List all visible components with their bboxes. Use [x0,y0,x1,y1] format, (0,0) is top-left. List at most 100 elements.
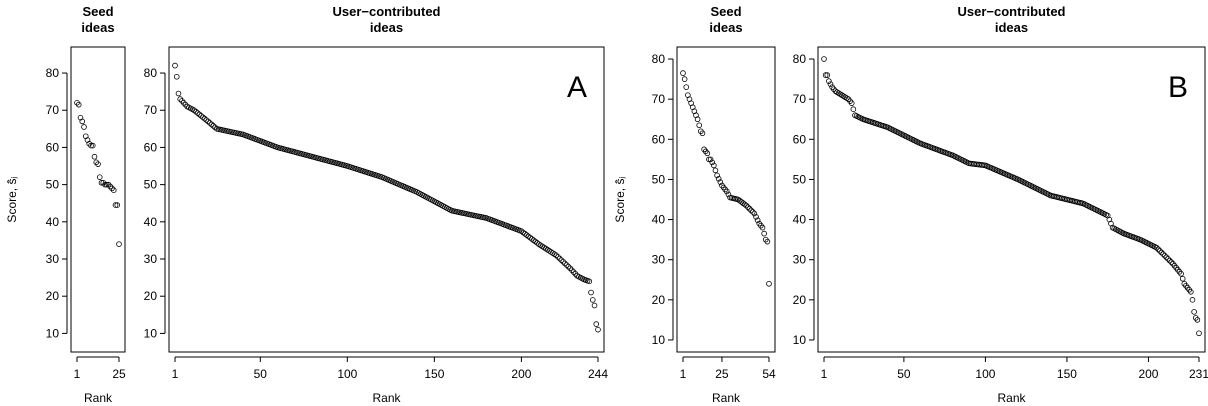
data-point [114,202,121,208]
panel-title-1-line-0: User−contributed [333,4,441,19]
y-tick-label-1-70: 70 [144,103,158,117]
data-point [822,72,829,78]
y-tick-label-0-70: 70 [46,103,60,117]
y-tick-label-1-40: 40 [144,215,158,229]
y-axis-label-0: Score, ŝ̂ⱼ [5,176,19,222]
plot-frame-2 [676,46,776,353]
data-point [746,205,753,212]
y-tick-label-0-50: 50 [46,178,60,192]
data-point [753,214,759,220]
data-point [107,183,114,190]
data-point [593,321,600,327]
panel-title-0-line-1: ideas [81,20,114,35]
y-tick-label-2-40: 40 [652,213,666,227]
y-tick-label-2-60: 60 [652,132,666,146]
data-point [173,73,180,80]
data-point [1153,244,1160,251]
data-point [182,101,189,108]
data-point [761,230,767,237]
y-tick-label-2-80: 80 [652,52,666,66]
data-point [741,201,748,208]
x-tick-label-2-1: 1 [680,367,687,381]
data-point [826,78,832,84]
data-point [1194,317,1201,323]
data-point [193,108,199,115]
x-axis-label-3: Rank [997,391,1026,405]
data-point [712,167,719,174]
data-point [210,123,217,129]
data-point [558,257,565,263]
data-point [699,130,706,137]
y-tick-label-2-30: 30 [652,253,666,267]
points-group-1 [172,62,601,333]
data-point [1168,259,1175,265]
x-tick-label-1-1: 1 [172,367,179,381]
data-point [179,98,185,104]
y-tick-label-3-50: 50 [793,172,807,186]
data-point [520,229,526,236]
panel-title-3-line-1: ideas [995,20,1028,35]
data-point [743,202,750,209]
y-tick-label-2-50: 50 [652,172,666,186]
data-point [88,142,94,149]
y-tick-label-3-70: 70 [793,92,807,106]
data-point [725,191,732,198]
data-point [724,188,730,195]
data-point [1160,251,1166,257]
data-point [116,241,122,247]
x-axis-label-2: Rank [712,391,741,405]
data-point [745,204,751,210]
data-point [1189,297,1196,303]
y-tick-label-0-40: 40 [46,215,60,229]
data-point [1161,252,1168,259]
x-tick-label-3-231: 231 [1189,367,1208,381]
y-tick-label-1-80: 80 [144,66,158,80]
panel-title-1-line-1: ideas [370,20,403,35]
y-axis-label-2: Score, ŝ̂ⱼ [613,176,627,222]
x-tick-label-3-200: 200 [1138,367,1158,381]
data-point [569,267,575,273]
data-point [172,62,178,69]
y-tick-label-3-60: 60 [793,132,807,146]
data-point [570,269,577,275]
y-tick-label-0-80: 80 [46,66,60,80]
x-tick-label-1-100: 100 [337,367,357,381]
data-point [591,302,598,309]
data-point [595,326,601,333]
data-point [553,252,560,259]
data-point [683,84,690,90]
data-point [207,120,213,126]
data-point [177,96,184,102]
data-point [1179,275,1186,282]
plot-frame-1 [168,46,605,353]
x-tick-label-3-100: 100 [975,367,995,381]
data-point [696,122,703,129]
y-tick-label-3-40: 40 [793,213,807,227]
data-point [95,161,101,167]
data-point [180,99,187,106]
y-tick-label-2-70: 70 [652,92,666,106]
x-tick-label-0-1: 1 [74,367,81,381]
data-point [93,159,100,166]
data-point [707,156,714,163]
y-tick-label-1-60: 60 [144,140,158,154]
plot-frame-0 [70,46,126,353]
data-point [81,124,87,130]
data-point [706,156,712,163]
data-point [572,271,579,277]
data-point [850,106,857,113]
data-point [102,181,108,188]
y-tick-label-3-80: 80 [793,52,807,66]
data-point [532,238,539,245]
y-axis-label-group-2: Score, ŝ̂ⱼ [613,176,627,222]
data-point [1178,270,1184,277]
data-point [555,254,561,260]
x-axis-label-1: Rank [372,391,401,405]
panel-title-3-line-0: User−contributed [958,4,1066,19]
data-point [527,234,533,241]
data-point [74,99,80,106]
data-point [827,81,834,87]
x-tick-label-1-200: 200 [511,367,531,381]
y-tick-label-0-20: 20 [46,289,60,303]
